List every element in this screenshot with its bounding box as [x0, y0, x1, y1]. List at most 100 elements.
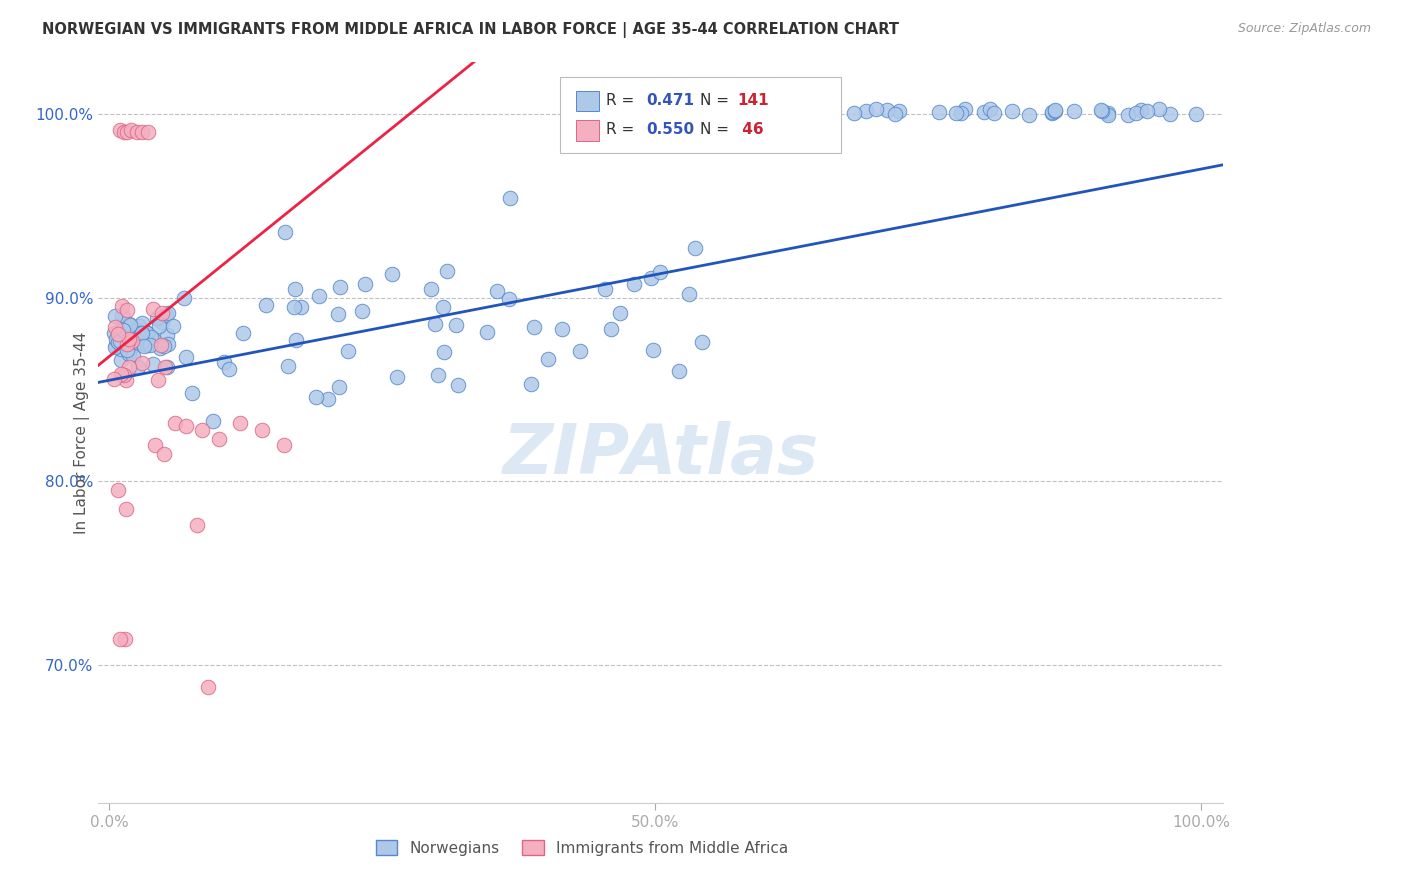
Point — [1043, 103, 1066, 118]
Text: NORWEGIAN VS IMMIGRANTS FROM MIDDLE AFRICA IN LABOR FORCE | AGE 35-44 CORRELATIO: NORWEGIAN VS IMMIGRANTS FROM MIDDLE AFRI… — [42, 22, 900, 38]
Point — [121, 334, 143, 349]
Point — [1063, 103, 1085, 118]
Point — [308, 289, 330, 303]
Point — [1147, 102, 1170, 116]
Point — [148, 318, 170, 333]
Point — [107, 326, 129, 341]
Point — [945, 105, 967, 120]
Point — [498, 292, 520, 306]
Point — [136, 338, 159, 352]
FancyBboxPatch shape — [576, 91, 599, 112]
Point — [678, 286, 700, 301]
Point — [427, 368, 450, 383]
Point — [876, 103, 898, 117]
Point — [1097, 106, 1119, 120]
Point — [153, 447, 176, 461]
Point — [1040, 105, 1063, 120]
Point — [717, 107, 740, 121]
Point — [352, 304, 374, 318]
Point — [229, 416, 252, 430]
Point — [212, 355, 235, 369]
Point — [142, 357, 165, 371]
Point — [436, 264, 458, 278]
Point — [1097, 108, 1119, 122]
Point — [381, 267, 404, 281]
Point — [328, 379, 350, 393]
Point — [118, 332, 141, 346]
Point — [1125, 106, 1147, 120]
Point — [141, 329, 163, 343]
Point — [277, 359, 299, 373]
Point — [163, 416, 186, 430]
Point — [640, 271, 662, 285]
Point — [110, 632, 132, 647]
Point — [865, 102, 887, 116]
Point — [131, 356, 153, 370]
Point — [103, 310, 125, 324]
Text: 46: 46 — [737, 122, 763, 137]
Text: ZIPAtlas: ZIPAtlas — [503, 421, 818, 488]
Point — [747, 104, 769, 119]
Point — [112, 318, 135, 332]
Point — [142, 301, 165, 316]
Point — [520, 377, 543, 392]
Text: 141: 141 — [737, 93, 769, 108]
Point — [197, 680, 219, 694]
Point — [103, 326, 125, 341]
Point — [143, 437, 166, 451]
Text: N =: N = — [700, 122, 734, 137]
Point — [115, 373, 138, 387]
Point — [155, 328, 177, 343]
Point — [105, 332, 128, 346]
Point — [131, 335, 153, 350]
Point — [1090, 103, 1112, 117]
Point — [844, 106, 866, 120]
Point — [131, 316, 153, 330]
Point — [112, 332, 135, 346]
FancyBboxPatch shape — [576, 120, 599, 141]
Point — [146, 311, 169, 326]
Point — [186, 518, 208, 533]
Point — [432, 300, 454, 314]
Point — [156, 360, 179, 375]
Point — [118, 347, 141, 361]
Point — [107, 335, 129, 350]
Point — [118, 317, 141, 331]
Point — [855, 104, 877, 119]
Point — [953, 102, 976, 116]
Point — [110, 123, 132, 137]
Point — [118, 343, 141, 358]
Point — [136, 125, 159, 139]
Point — [1001, 103, 1024, 118]
Point — [110, 352, 132, 367]
Point — [111, 300, 134, 314]
Point — [1116, 108, 1139, 122]
Point — [153, 360, 176, 375]
Point — [432, 344, 454, 359]
Text: Source: ZipAtlas.com: Source: ZipAtlas.com — [1237, 22, 1371, 36]
Point — [135, 326, 157, 340]
Point — [643, 343, 665, 357]
Point — [979, 102, 1001, 116]
Point — [1130, 103, 1153, 117]
Point — [191, 423, 214, 437]
Point — [523, 319, 546, 334]
Point — [316, 392, 339, 407]
Point — [446, 318, 468, 333]
Point — [114, 632, 136, 647]
Point — [983, 106, 1005, 120]
Point — [127, 326, 149, 340]
Point — [131, 326, 153, 341]
Point — [425, 317, 447, 331]
Point — [149, 338, 172, 352]
Point — [155, 308, 177, 322]
Point — [593, 282, 616, 296]
Point — [110, 367, 132, 381]
Point — [305, 390, 328, 404]
Point — [108, 334, 131, 349]
Point — [150, 316, 173, 330]
Point — [1018, 108, 1040, 122]
Point — [973, 104, 995, 119]
Point — [129, 326, 152, 340]
Point — [768, 101, 790, 115]
